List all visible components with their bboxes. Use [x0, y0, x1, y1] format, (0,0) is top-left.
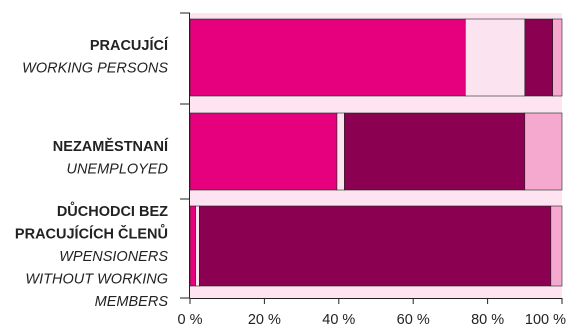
bar-segment	[344, 112, 526, 191]
bar-segment	[189, 205, 196, 287]
bar-segment	[524, 112, 563, 191]
x-tick-label: 100 %	[525, 312, 566, 328]
x-tick-label: 0 %	[178, 312, 203, 328]
x-tick-label: 40 %	[322, 312, 355, 328]
bar-segment	[195, 205, 200, 287]
bar-segment	[524, 18, 553, 97]
bar-segment	[552, 18, 563, 97]
category-sublabel: WORKING PERSONS	[22, 61, 168, 77]
category-label: PRACUJÍCÍCH ČLENŮ	[15, 224, 168, 243]
bar-segment	[189, 18, 466, 97]
bar-segment	[189, 112, 338, 191]
category-label: NEZAMĚSTNANÍ	[53, 137, 169, 155]
category-sublabel: MEMBERS	[95, 294, 169, 310]
category-sublabel: WITHOUT WORKING	[25, 272, 168, 288]
bar-segment	[336, 112, 345, 191]
category-label: DŮCHODCI BEZ	[57, 201, 168, 220]
category-label: PRACUJÍCÍ	[90, 37, 169, 54]
x-tick-label: 80 %	[471, 312, 504, 328]
category-sublabel: UNEMPLOYED	[66, 162, 168, 178]
x-tick-label: 60 %	[397, 312, 430, 328]
category-sublabel: WPENSIONERS	[59, 249, 168, 265]
x-tick-label: 20 %	[248, 312, 281, 328]
bar-segment	[199, 205, 552, 287]
bar-segment	[464, 18, 526, 97]
bar-segment	[550, 205, 563, 287]
